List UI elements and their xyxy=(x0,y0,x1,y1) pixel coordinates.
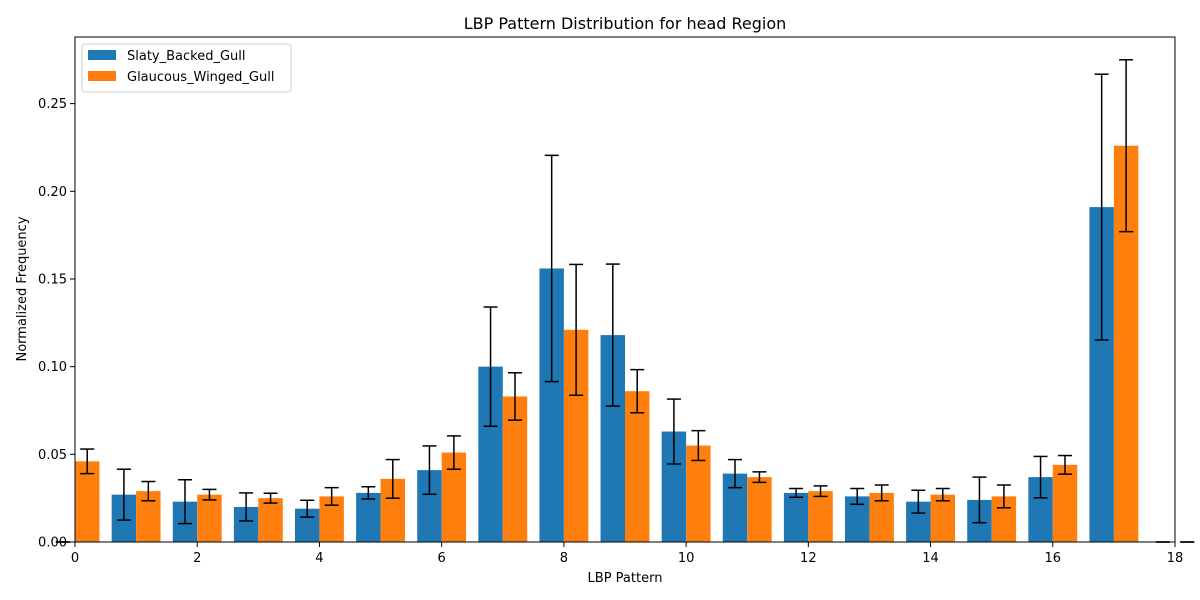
x-axis: 0 2 4 6 8 10 12 14 16 18 xyxy=(71,542,1183,566)
error-bar-glaucous-winged-gull-11 xyxy=(752,471,767,484)
error-bar-slaty-backed-gull-11 xyxy=(728,458,742,489)
error-bar-glaucous-winged-gull-5 xyxy=(385,458,400,499)
bar-slaty-backed-gull-5 xyxy=(356,492,381,542)
x-tick-label: 14 xyxy=(922,551,939,566)
error-bar-slaty-backed-gull-15 xyxy=(972,476,987,524)
error-bars-layer xyxy=(55,59,1195,543)
error-bar-slaty-backed-gull-10 xyxy=(666,398,681,465)
error-bar-slaty-backed-gull-1 xyxy=(116,468,131,521)
x-tick-label: 12 xyxy=(800,551,817,566)
error-bar-glaucous-winged-gull-14 xyxy=(935,487,950,502)
bar-glaucous-winged-gull-16 xyxy=(1052,464,1078,542)
error-bar-slaty-backed-gull-6 xyxy=(422,445,437,496)
x-tick-label: 10 xyxy=(678,551,695,566)
error-bar-glaucous-winged-gull-4 xyxy=(324,486,339,506)
error-bar-glaucous-winged-gull-13 xyxy=(874,484,889,502)
bar-slaty-backed-gull-12 xyxy=(783,492,809,542)
error-bar-slaty-backed-gull-3 xyxy=(239,492,254,522)
legend-label-slaty-backed-gull: Slaty_Backed_Gull xyxy=(127,49,246,64)
x-tick-label: 4 xyxy=(315,551,323,566)
error-bar-glaucous-winged-gull-6 xyxy=(446,435,461,470)
error-bar-glaucous-winged-gull-3 xyxy=(263,492,278,504)
x-tick-label: 6 xyxy=(438,551,446,566)
y-axis: 0.00 0.05 0.10 0.15 0.20 0.25 xyxy=(38,97,75,551)
error-bar-slaty-backed-gull-9 xyxy=(605,263,620,407)
plot-frame xyxy=(74,36,1176,543)
error-bar-glaucous-winged-gull-10 xyxy=(691,429,706,462)
error-bar-glaucous-winged-gull-1 xyxy=(141,480,156,502)
legend: Slaty_Backed_Gull Glaucous_Winged_Gull xyxy=(81,43,292,93)
y-tick-label: 0.20 xyxy=(38,185,67,200)
legend-swatch-slaty-backed-gull xyxy=(88,50,116,60)
error-bar-slaty-backed-gull-14 xyxy=(911,489,926,514)
error-bar-slaty-backed-gull-13 xyxy=(850,487,865,506)
bar-glaucous-winged-gull-11 xyxy=(747,477,772,542)
error-bar-slaty-backed-gull-4 xyxy=(300,499,315,518)
y-tick-label: 0.15 xyxy=(38,272,67,287)
error-bar-glaucous-winged-gull-15 xyxy=(996,484,1011,509)
error-bar-slaty-backed-gull-7 xyxy=(483,306,498,428)
bar-glaucous-winged-gull-10 xyxy=(686,445,711,542)
x-tick-label: 8 xyxy=(560,551,568,566)
y-tick-label: 0.25 xyxy=(38,97,67,112)
x-tick-label: 0 xyxy=(71,551,79,566)
x-axis-label: LBP Pattern xyxy=(588,571,663,586)
bar-glaucous-winged-gull-9 xyxy=(625,391,650,542)
x-tick-label: 16 xyxy=(1045,551,1062,566)
error-bar-glaucous-winged-gull-7 xyxy=(508,372,522,421)
error-bar-glaucous-winged-gull-9 xyxy=(630,368,645,414)
chart-title: LBP Pattern Distribution for head Region xyxy=(464,14,787,33)
error-bar-glaucous-winged-gull-0 xyxy=(80,448,95,475)
legend-swatch-glaucous-winged-gull xyxy=(88,71,116,81)
y-tick-label: 0.00 xyxy=(38,536,67,551)
y-axis-label: Normalized Frequency xyxy=(15,216,30,361)
error-bar-glaucous-winged-gull-17 xyxy=(1119,59,1134,233)
error-bar-glaucous-winged-gull-2 xyxy=(202,488,217,501)
error-bar-slaty-backed-gull-8 xyxy=(544,154,559,383)
error-bar-slaty-backed-gull-5 xyxy=(361,486,376,500)
error-bar-glaucous-winged-gull-12 xyxy=(813,485,828,498)
bar-glaucous-winged-gull-0 xyxy=(75,461,100,542)
legend-box xyxy=(81,43,292,93)
legend-label-glaucous-winged-gull: Glaucous_Winged_Gull xyxy=(127,70,274,85)
error-bar-slaty-backed-gull-17 xyxy=(1094,73,1109,341)
bar-glaucous-winged-gull-14 xyxy=(930,494,955,542)
error-bar-slaty-backed-gull-16 xyxy=(1033,455,1048,499)
error-bar-slaty-backed-gull-2 xyxy=(178,479,192,525)
error-bar-slaty-backed-gull-12 xyxy=(789,487,804,499)
bar-glaucous-winged-gull-3 xyxy=(258,498,283,542)
y-tick-label: 0.10 xyxy=(38,360,67,375)
error-bar-glaucous-winged-gull-8 xyxy=(569,263,584,396)
x-tick-label: 2 xyxy=(193,551,201,566)
y-tick-label: 0.05 xyxy=(38,448,67,463)
bar-glaucous-winged-gull-2 xyxy=(197,494,222,542)
x-tick-label: 18 xyxy=(1167,551,1184,566)
error-bar-glaucous-winged-gull-16 xyxy=(1058,454,1072,475)
bar-glaucous-winged-gull-12 xyxy=(808,491,833,542)
